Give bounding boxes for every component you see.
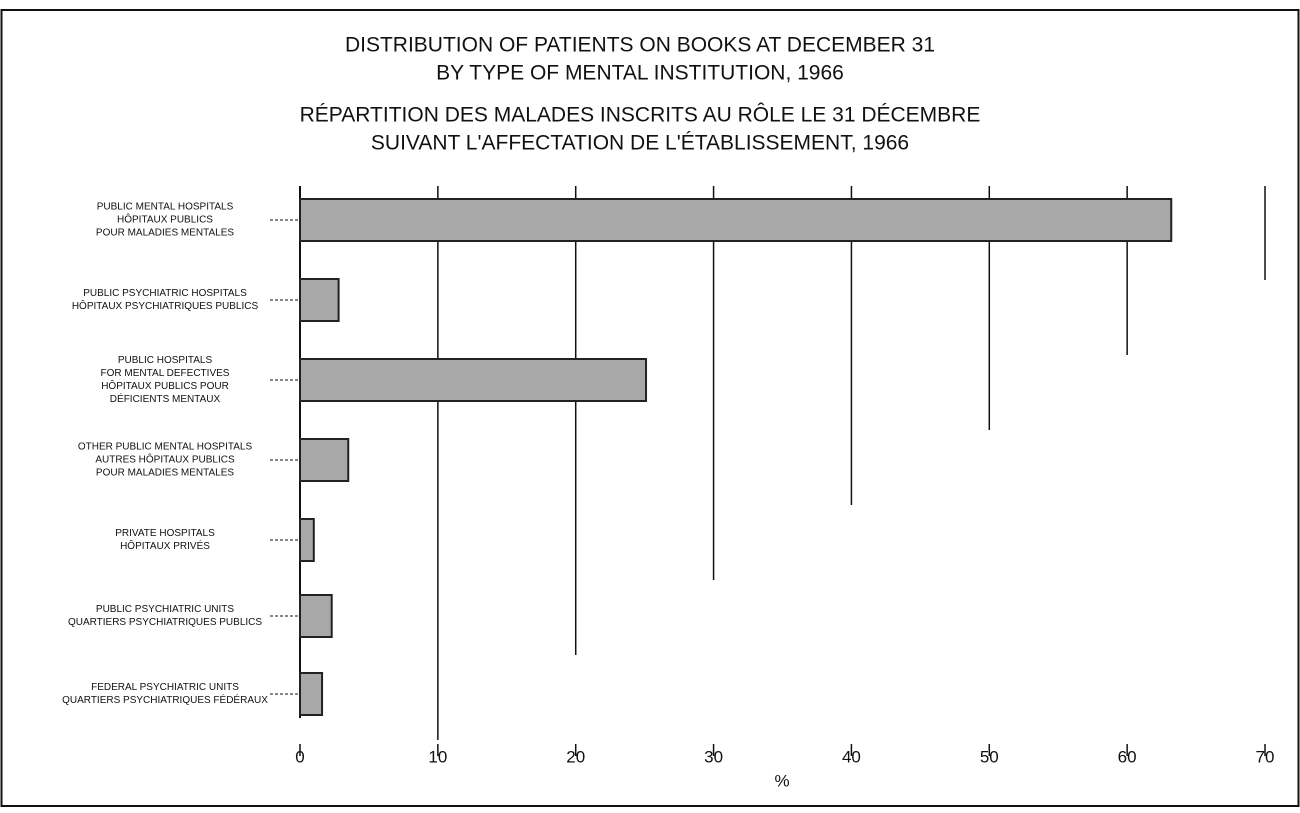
- category-label: PUBLIC MENTAL HOSPITALS: [97, 202, 234, 213]
- chart-title: BY TYPE OF MENTAL INSTITUTION, 1966: [436, 62, 844, 85]
- chart-title: DISTRIBUTION OF PATIENTS ON BOOKS AT DEC…: [345, 34, 935, 57]
- bar: [299, 198, 1173, 242]
- x-axis-label: %: [774, 771, 789, 790]
- category-label: PRIVATE HOSPITALS: [115, 528, 215, 539]
- bar: [299, 358, 648, 402]
- category-label: POUR MALADIES MENTALES: [96, 228, 235, 239]
- bar: [299, 672, 324, 716]
- x-tick-label: 20: [566, 747, 585, 766]
- category-label: HÔPITAUX PUBLICS: [117, 213, 213, 226]
- category-label: PUBLIC PSYCHIATRIC UNITS: [96, 604, 234, 615]
- x-tick-label: 70: [1256, 747, 1275, 766]
- category-label: QUARTIERS PSYCHIATRIQUES FÉDÉRAUX: [62, 693, 268, 706]
- chart-subtitle: RÉPARTITION DES MALADES INSCRITS AU RÔLE…: [300, 104, 981, 127]
- x-tick-label: 0: [295, 747, 304, 766]
- bar: [299, 518, 315, 562]
- frame: [0, 9, 1300, 807]
- category-label: QUARTIERS PSYCHIATRIQUES PUBLICS: [68, 617, 262, 628]
- category-label: PUBLIC HOSPITALS: [118, 355, 213, 366]
- x-tick-label: 30: [704, 747, 723, 766]
- category-label: FOR MENTAL DEFECTIVES: [101, 368, 230, 379]
- bar: [299, 438, 350, 482]
- category-label: HÔPITAUX PRIVÉS: [120, 539, 210, 552]
- category-label: PUBLIC PSYCHIATRIC HOSPITALS: [83, 288, 247, 299]
- category-label: HÔPITAUX PUBLICS POUR: [101, 379, 229, 392]
- x-tick-label: 60: [1118, 747, 1137, 766]
- category-label: AUTRES HÔPITAUX PUBLICS: [95, 453, 235, 466]
- x-tick-label: 50: [980, 747, 999, 766]
- bar: [299, 278, 340, 322]
- category-label: HÔPITAUX PSYCHIATRIQUES PUBLICS: [72, 299, 259, 312]
- x-tick-label: 10: [428, 747, 447, 766]
- chart-subtitle: SUIVANT L'AFFECTATION DE L'ÉTABLISSEMENT…: [371, 132, 909, 155]
- x-tick-label: 40: [842, 747, 861, 766]
- bar: [299, 594, 333, 638]
- category-label: DÉFICIENTS MENTAUX: [110, 392, 221, 405]
- category-label: OTHER PUBLIC MENTAL HOSPITALS: [78, 442, 253, 453]
- category-label: FEDERAL PSYCHIATRIC UNITS: [91, 682, 239, 693]
- category-label: POUR MALADIES MENTALES: [96, 468, 235, 479]
